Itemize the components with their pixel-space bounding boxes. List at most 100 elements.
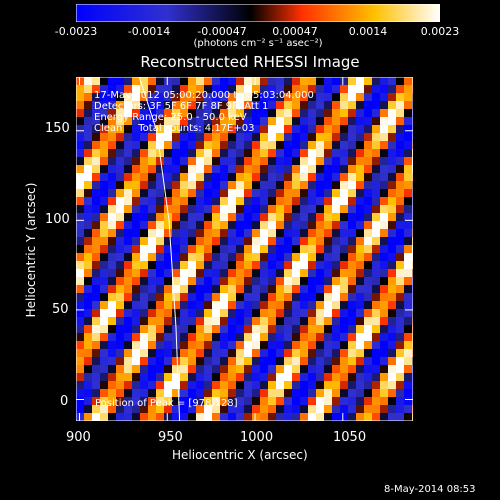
- heatmap-cell: [84, 325, 93, 334]
- heatmap-cell: [236, 333, 245, 342]
- heatmap-cell: [212, 133, 221, 142]
- heatmap-cell: [316, 189, 325, 198]
- heatmap-cell: [196, 141, 205, 150]
- heatmap-cell: [156, 301, 165, 310]
- heatmap-cell: [364, 237, 373, 246]
- heatmap-cell: [268, 261, 277, 270]
- heatmap-cell: [140, 189, 149, 198]
- heatmap-cell: [148, 309, 157, 318]
- heatmap-cell: [236, 405, 245, 414]
- heatmap-cell: [284, 229, 293, 238]
- heatmap-cell: [388, 253, 397, 262]
- heatmap-cell: [188, 221, 197, 230]
- heatmap-cell: [212, 309, 221, 318]
- heatmap-cell: [292, 157, 301, 166]
- heatmap-cell: [348, 245, 357, 254]
- heatmap-cell: [364, 77, 373, 86]
- heatmap-cell: [300, 141, 309, 150]
- heatmap-cell: [308, 413, 317, 421]
- heatmap-cell: [140, 349, 149, 358]
- heatmap-cell: [84, 269, 93, 278]
- heatmap-cell: [396, 397, 405, 406]
- heatmap-cell: [76, 389, 85, 398]
- heatmap-cell: [148, 277, 157, 286]
- heatmap-cell: [308, 165, 317, 174]
- heatmap-cell: [212, 405, 221, 414]
- heatmap-cell: [244, 149, 253, 158]
- heatmap-cell: [308, 141, 317, 150]
- heatmap-cell: [340, 365, 349, 374]
- heatmap-cell: [364, 261, 373, 270]
- heatmap-cell: [356, 357, 365, 366]
- heatmap-cell: [380, 349, 389, 358]
- heatmap-cell: [380, 397, 389, 406]
- heatmap-cell: [140, 101, 149, 110]
- heatmap-cell: [308, 125, 317, 134]
- heatmap-cell: [228, 269, 237, 278]
- heatmap-plot: [76, 77, 413, 421]
- heatmap-cell: [284, 165, 293, 174]
- heatmap-cell: [84, 109, 93, 118]
- heatmap-cell: [116, 165, 125, 174]
- heatmap-cell: [380, 381, 389, 390]
- heatmap-cell: [404, 189, 413, 198]
- heatmap-cell: [284, 197, 293, 206]
- heatmap-cell: [108, 301, 117, 310]
- heatmap-cell: [172, 373, 181, 382]
- heatmap-cell: [404, 229, 413, 238]
- heatmap-cell: [372, 405, 381, 414]
- heatmap-cell: [172, 101, 181, 110]
- heatmap-cell: [92, 413, 101, 421]
- heatmap-cell: [276, 125, 285, 134]
- heatmap-cell: [108, 117, 117, 126]
- heatmap-cell: [124, 357, 133, 366]
- heatmap-cell: [324, 317, 333, 326]
- heatmap-cell: [124, 221, 133, 230]
- heatmap-cell: [276, 253, 285, 262]
- heatmap-cell: [380, 341, 389, 350]
- heatmap-cell: [212, 109, 221, 118]
- heatmap-cell: [140, 157, 149, 166]
- heatmap-cell: [84, 317, 93, 326]
- heatmap-cell: [140, 269, 149, 278]
- heatmap-cell: [236, 277, 245, 286]
- heatmap-cell: [252, 101, 261, 110]
- heatmap-cell: [140, 173, 149, 182]
- heatmap-cell: [156, 173, 165, 182]
- heatmap-cell: [132, 389, 141, 398]
- heatmap-cell: [244, 221, 253, 230]
- heatmap-cell: [364, 101, 373, 110]
- heatmap-cell: [244, 357, 253, 366]
- heatmap-cell: [348, 101, 357, 110]
- heatmap-cell: [268, 197, 277, 206]
- heatmap-cell: [196, 269, 205, 278]
- heatmap-cell: [76, 413, 85, 421]
- heatmap-cell: [348, 109, 357, 118]
- heatmap-cell: [84, 389, 93, 398]
- heatmap-cell: [100, 269, 109, 278]
- heatmap-cell: [100, 253, 109, 262]
- heatmap-cell: [356, 181, 365, 190]
- heatmap-cell: [340, 173, 349, 182]
- heatmap-cell: [100, 157, 109, 166]
- heatmap-cell: [100, 397, 109, 406]
- heatmap-cell: [324, 381, 333, 390]
- heatmap-cell: [132, 381, 141, 390]
- heatmap-cell: [148, 149, 157, 158]
- heatmap-cell: [204, 381, 213, 390]
- heatmap-cell: [372, 381, 381, 390]
- heatmap-cell: [92, 245, 101, 254]
- heatmap-cell: [284, 157, 293, 166]
- heatmap-cell: [148, 333, 157, 342]
- heatmap-cell: [228, 109, 237, 118]
- heatmap-cell: [308, 173, 317, 182]
- heatmap-cell: [364, 173, 373, 182]
- heatmap-cell: [84, 245, 93, 254]
- heatmap-cell: [228, 205, 237, 214]
- heatmap-cell: [156, 341, 165, 350]
- heatmap-cell: [300, 373, 309, 382]
- heatmap-cell: [380, 253, 389, 262]
- heatmap-cell: [228, 125, 237, 134]
- heatmap-cell: [140, 301, 149, 310]
- heatmap-cell: [356, 213, 365, 222]
